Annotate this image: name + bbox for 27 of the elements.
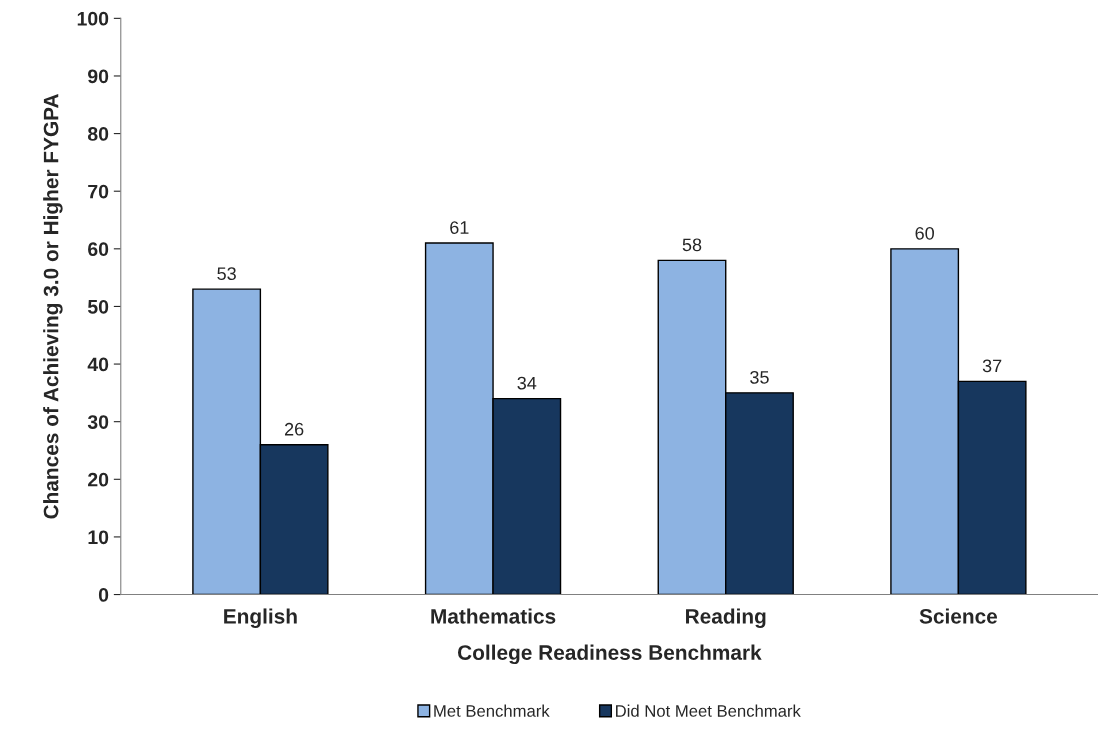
x-tick-label: Mathematics bbox=[431, 608, 556, 624]
data-label: 35 bbox=[750, 370, 769, 384]
y-tick-label: 10 bbox=[88, 530, 109, 545]
y-tick-label: 60 bbox=[88, 242, 109, 257]
y-tick-label: 40 bbox=[87, 357, 109, 372]
y-tick-label: 0 bbox=[98, 588, 109, 602]
x-tick-label: Reading bbox=[686, 608, 766, 628]
y-axis-title: Chances of Achieving 3.0 or Higher FYGPA bbox=[43, 93, 63, 519]
data-label: 26 bbox=[284, 422, 304, 436]
data-label: 61 bbox=[450, 221, 469, 234]
y-tick-label: 100 bbox=[77, 11, 109, 26]
data-label: 34 bbox=[517, 376, 537, 390]
legend-label: Did Not Meet Benchmark bbox=[616, 704, 801, 717]
x-tick-label: English bbox=[224, 608, 297, 628]
y-tick-label: 70 bbox=[88, 184, 109, 199]
data-label: 60 bbox=[915, 226, 934, 240]
y-tick-label: 20 bbox=[88, 472, 109, 487]
x-tick-label: Science bbox=[919, 608, 998, 624]
y-tick-label: 80 bbox=[87, 127, 109, 141]
data-label: 53 bbox=[217, 267, 236, 281]
legend-label: Met Benchmark bbox=[434, 704, 550, 717]
data-label: 58 bbox=[682, 238, 702, 252]
x-axis-title: College Readiness Benchmark bbox=[458, 644, 762, 665]
y-tick-label: 50 bbox=[87, 299, 109, 314]
data-label: 37 bbox=[982, 359, 1002, 373]
y-tick-label: 90 bbox=[88, 69, 109, 84]
y-tick-label: 30 bbox=[87, 415, 109, 429]
